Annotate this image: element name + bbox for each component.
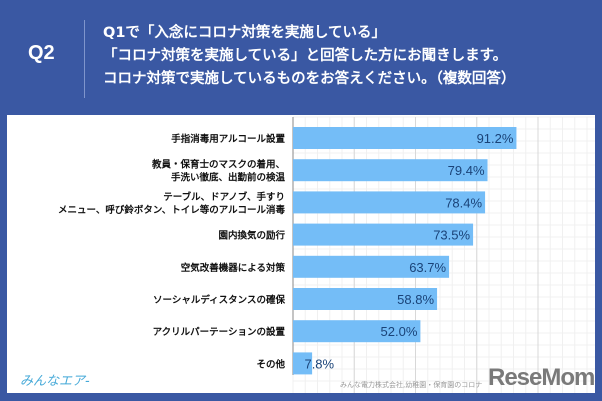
category-label: テーブル、ドアノブ、手すり: [163, 191, 285, 203]
value-label: 78.4%: [445, 195, 482, 210]
category-label: 園内換気の励行: [218, 230, 285, 242]
category-label: メニュー、呼び鈴ボタン、トイレ等のアルコール消毒: [58, 204, 286, 216]
source-note: みんな電力株式会社,幼稚園・保育園のコロナ: [340, 381, 483, 389]
bar: [293, 255, 450, 278]
category-label: その他: [256, 358, 285, 370]
value-label: 63.7%: [409, 260, 446, 275]
value-label: 7.8%: [304, 356, 334, 371]
category-label: アクリルパーテーションの設置: [153, 326, 286, 338]
question-line: 「コロナ対策を実施している」と回答した方にお聞きします。: [103, 48, 508, 64]
bar: [293, 127, 517, 149]
value-label: 58.8%: [397, 292, 434, 307]
value-label: 52.0%: [381, 324, 418, 339]
value-label: 91.2%: [477, 131, 514, 146]
bar: [293, 320, 421, 343]
category-label: 教員・保育士のマスクの着用、: [151, 159, 285, 171]
question-line: Q1で「入念にコロナ対策を実施している」: [103, 25, 386, 41]
question-number: Q2: [28, 42, 55, 64]
bar: [293, 159, 488, 182]
logo: みんなエア-: [20, 374, 90, 389]
divider: [84, 20, 85, 98]
value-label: 79.4%: [448, 163, 485, 178]
bar: [293, 223, 474, 246]
category-label: 手洗い徹底、出勤前の検温: [171, 172, 286, 184]
category-label: 空気改善機器による対策: [181, 262, 286, 274]
bar: [293, 288, 438, 310]
category-label: 手指消毒用アルコール設置: [171, 133, 285, 145]
bar: [293, 352, 313, 375]
value-label: 73.5%: [433, 228, 470, 243]
brand-logo: ReseMom: [488, 364, 595, 391]
category-label: ソーシャルディスタンスの確保: [153, 294, 285, 306]
question-line: コロナ対策で実施しているものをお答えください。（複数回答）: [103, 71, 516, 87]
bar: [293, 191, 486, 214]
question-text: Q1で「入念にコロナ対策を実施している」 「コロナ対策を実施している」と回答した…: [103, 22, 515, 91]
